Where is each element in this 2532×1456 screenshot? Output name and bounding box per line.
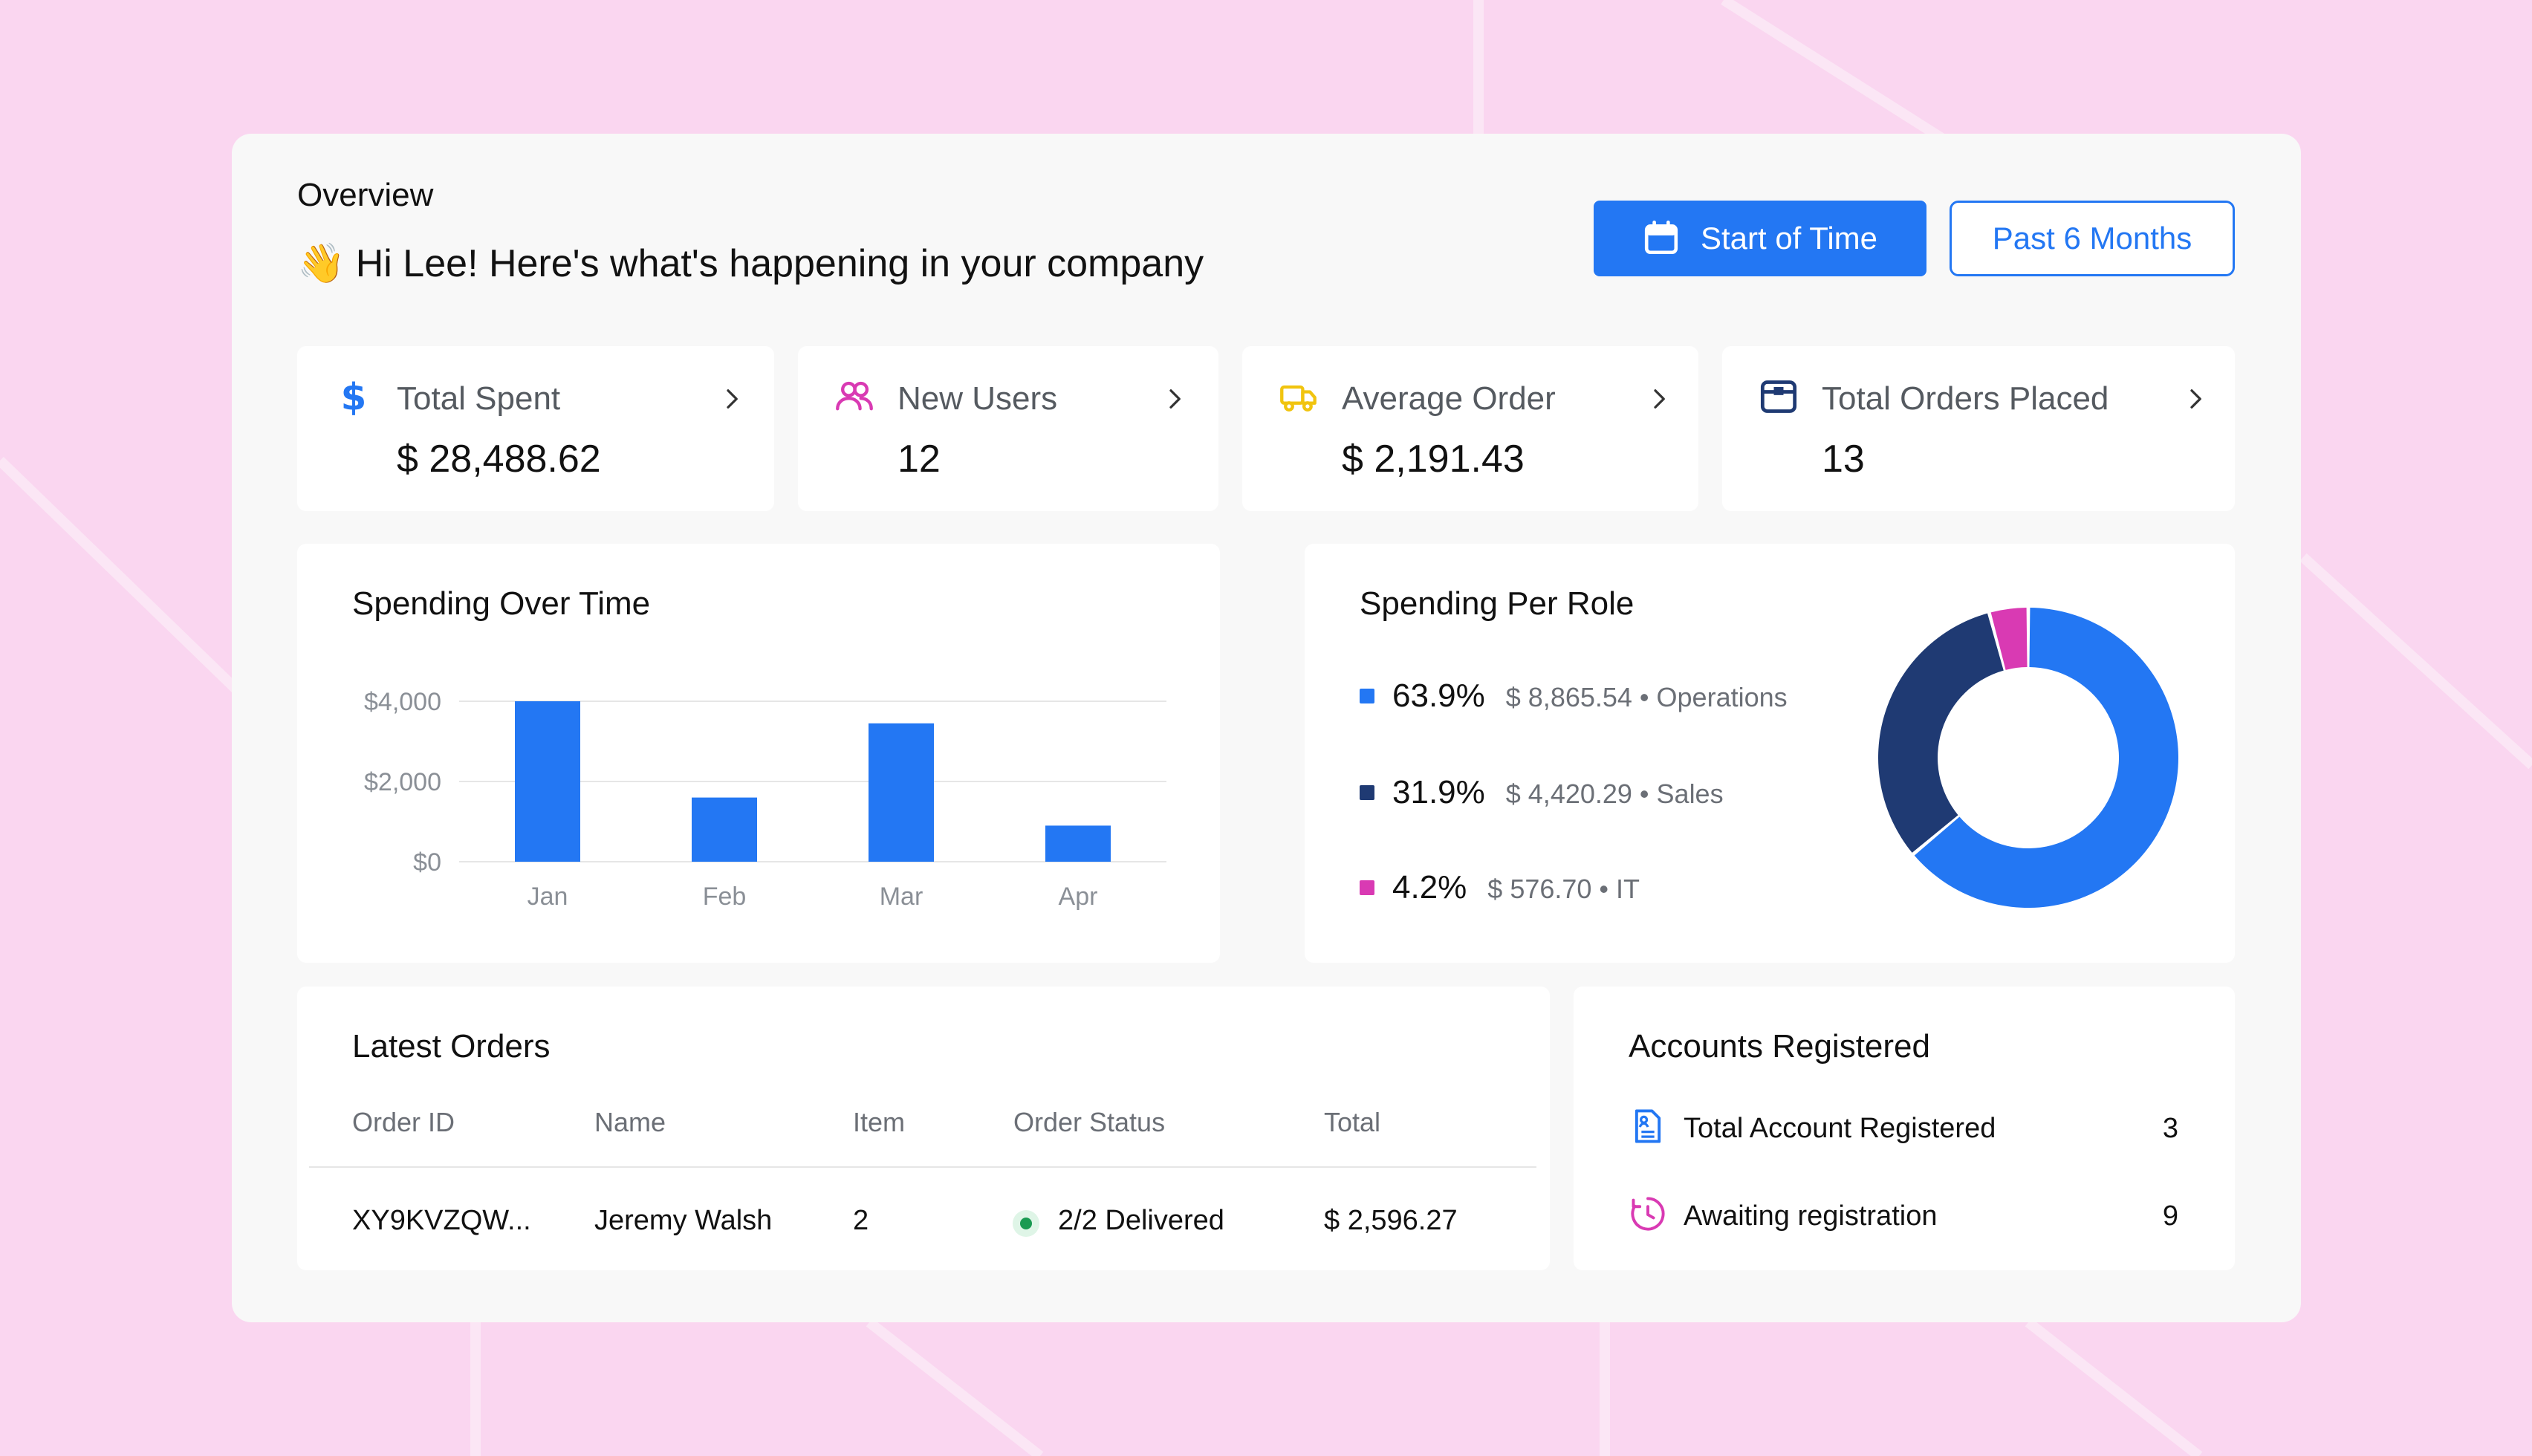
chevron-right-icon	[727, 389, 738, 409]
overview-label: Overview	[297, 177, 434, 213]
legend-percent: 63.9%	[1392, 677, 1485, 714]
column-header-name: Name	[594, 1107, 666, 1137]
legend-swatch	[1360, 689, 1374, 703]
slice-sales[interactable]	[1878, 613, 2004, 853]
stat-label: Total Spent	[397, 380, 561, 417]
legend-item-operations: 63.9% $ 8,865.54 • Operations	[1360, 677, 1788, 715]
stat-value: 12	[897, 438, 941, 481]
clock-icon	[1631, 1197, 1665, 1231]
overview-panel: Overview 👋 Hi Lee! Here's what's happenin…	[232, 134, 2301, 1322]
spending-donut-chart	[1878, 608, 2178, 908]
card-title: Spending Over Time	[352, 585, 651, 622]
document-icon	[1635, 1109, 1661, 1143]
column-header-order-status: Order Status	[1013, 1107, 1166, 1137]
spending-per-role-card: Spending Per Role 63.9% $ 8,865.54 • Ope…	[1305, 544, 2235, 963]
legend-detail: $ 8,865.54 • Operations	[1505, 682, 1788, 712]
legend-swatch	[1360, 785, 1374, 800]
greeting-text: Hi Lee! Here's what's happening in your …	[355, 242, 1204, 285]
past-6-months-button[interactable]: Past 6 Months	[1950, 201, 2235, 276]
legend-detail: $ 576.70 • IT	[1487, 874, 1640, 904]
y-tick-label: $2,000	[364, 768, 441, 796]
item-cell: 2	[853, 1205, 869, 1236]
table-divider	[309, 1166, 1536, 1168]
start-of-time-button[interactable]: Start of Time	[1594, 201, 1926, 276]
name-cell: Jeremy Walsh	[594, 1205, 773, 1236]
account-row-awaiting: Awaiting registration 9	[1629, 1195, 2178, 1239]
total-cell: $ 2,596.27	[1324, 1205, 1458, 1236]
legend-item-it: 4.2% $ 576.70 • IT	[1360, 869, 1640, 906]
column-header-item: Item	[853, 1107, 906, 1137]
spending-bar-chart: $4,000 $2,000 $0 Jan Feb Mar Apr	[364, 688, 1166, 911]
account-value: 3	[2162, 1113, 2178, 1144]
box-icon	[1760, 380, 1797, 413]
dollar-icon: $	[341, 377, 367, 416]
y-tick-label: $0	[413, 848, 441, 877]
bar-jan[interactable]	[515, 701, 580, 862]
stat-value: 13	[1822, 438, 1865, 481]
stat-card-total-spent[interactable]: $ Total Spent $ 28,488.62	[297, 346, 774, 511]
chevron-right-icon	[1654, 389, 1665, 409]
users-icon	[836, 381, 873, 411]
x-tick-label: Feb	[703, 883, 747, 911]
waving-hand-icon: 👋	[297, 242, 345, 285]
status-dot-icon	[1013, 1210, 1039, 1237]
legend-percent: 4.2%	[1392, 869, 1467, 906]
x-tick-label: Mar	[880, 883, 923, 911]
stat-label: Average Order	[1342, 380, 1556, 417]
legend-detail: $ 4,420.29 • Sales	[1505, 779, 1724, 809]
account-row-total: Total Account Registered 3	[1629, 1107, 2178, 1151]
order-status-cell: 2/2 Delivered	[1058, 1205, 1224, 1236]
account-label: Awaiting registration	[1684, 1200, 1938, 1232]
stat-value: $ 28,488.62	[397, 438, 601, 481]
latest-orders-card: Latest Orders Order ID Name Item Order S…	[297, 987, 1550, 1270]
stat-card-new-users[interactable]: New Users 12	[798, 346, 1218, 511]
stat-label: New Users	[897, 380, 1058, 417]
stat-label: Total Orders Placed	[1822, 380, 2109, 417]
accounts-registered-card: Accounts Registered Total Account Regist…	[1574, 987, 2235, 1270]
start-of-time-label: Start of Time	[1700, 221, 1878, 256]
chevron-right-icon	[1169, 389, 1181, 409]
account-value: 9	[2162, 1200, 2178, 1232]
truck-icon	[1280, 385, 1317, 412]
legend-swatch	[1360, 880, 1374, 895]
slice-operations[interactable]	[1914, 608, 2178, 908]
stat-card-average-order[interactable]: Average Order $ 2,191.43	[1242, 346, 1698, 511]
legend-item-sales: 31.9% $ 4,420.29 • Sales	[1360, 774, 1724, 811]
stat-value: $ 2,191.43	[1342, 438, 1525, 481]
legend-percent: 31.9%	[1392, 774, 1485, 810]
x-tick-label: Apr	[1059, 883, 1098, 911]
card-title: Spending Per Role	[1360, 585, 1635, 622]
card-title: Accounts Registered	[1629, 1028, 1930, 1065]
order-id-cell: XY9KVZQW...	[352, 1205, 531, 1236]
y-tick-label: $4,000	[364, 688, 441, 716]
greeting-heading: 👋 Hi Lee! Here's what's happening in your…	[297, 241, 1204, 286]
slice-it[interactable]	[1990, 608, 2028, 670]
chevron-right-icon	[2190, 389, 2201, 409]
bar-apr[interactable]	[1045, 825, 1111, 862]
spending-over-time-card: Spending Over Time $4,000 $2,000 $0 Jan Feb M…	[297, 544, 1220, 963]
calendar-icon	[1644, 220, 1678, 255]
bar-feb[interactable]	[692, 797, 757, 862]
svg-text:$: $	[341, 377, 367, 416]
stat-card-total-orders[interactable]: Total Orders Placed 13	[1722, 346, 2235, 511]
past-6-months-label: Past 6 Months	[1992, 221, 2192, 256]
bar-mar[interactable]	[869, 723, 934, 862]
x-tick-label: Jan	[528, 883, 568, 911]
card-title: Latest Orders	[352, 1028, 551, 1065]
column-header-total: Total	[1324, 1107, 1381, 1137]
column-header-order-id: Order ID	[352, 1107, 455, 1137]
account-label: Total Account Registered	[1684, 1113, 1996, 1144]
